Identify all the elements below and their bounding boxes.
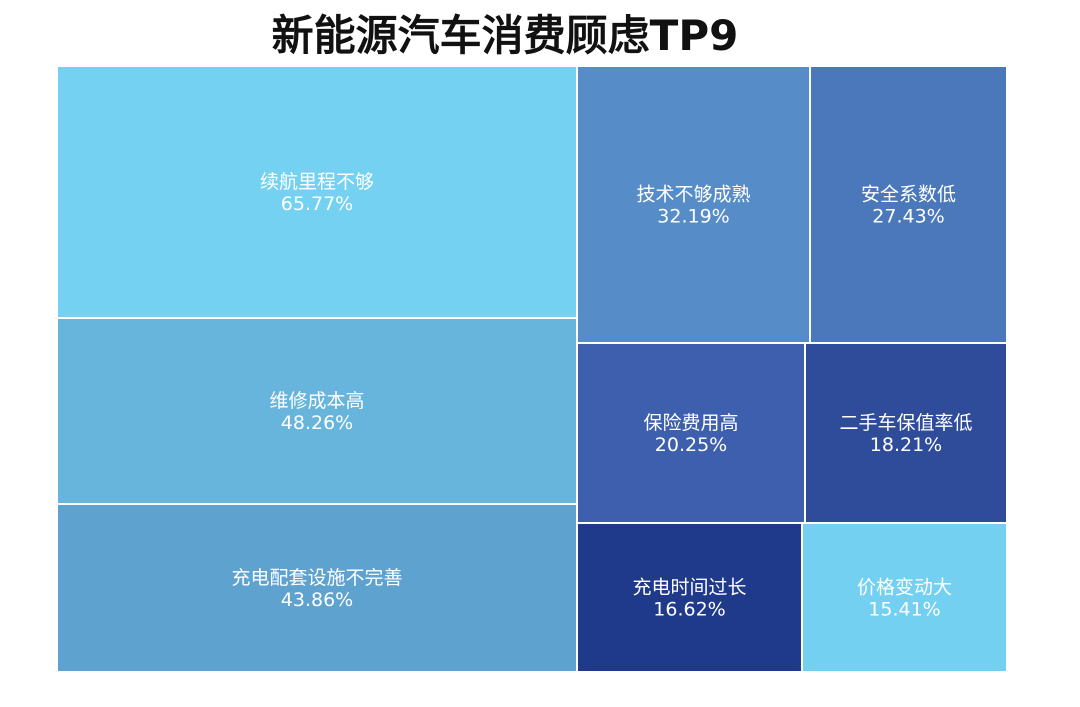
treemap-cell-label: 保险费用高 — [643, 412, 738, 434]
treemap-cell-value: 43.86% — [281, 589, 353, 611]
treemap-cell-label: 安全系数低 — [861, 184, 956, 206]
treemap-cell-label: 二手车保值率低 — [839, 412, 972, 434]
treemap-cell-label: 充电时间过长 — [632, 577, 746, 599]
treemap-cell-label: 维修成本高 — [269, 390, 364, 412]
treemap-cell-value: 18.21% — [870, 434, 942, 456]
treemap-cell-rect — [56, 317, 578, 505]
treemap-cell-label: 续航里程不够 — [260, 171, 374, 193]
chart-title: 新能源汽车消费顾虑TP9 — [271, 11, 739, 60]
treemap-cell-rect — [56, 65, 578, 319]
treemap-cell-rect — [801, 522, 1008, 673]
treemap-cell-value: 32.19% — [657, 206, 729, 228]
treemap-cell-rect — [576, 65, 811, 344]
treemap-cell-value: 48.26% — [281, 412, 353, 434]
treemap-cell-value: 65.77% — [281, 193, 353, 215]
treemap-cell-label: 充电配套设施不完善 — [231, 567, 402, 589]
treemap-cell-rect — [576, 522, 803, 673]
treemap-cell-label: 技术不够成熟 — [636, 184, 750, 206]
treemap-cell-label: 价格变动大 — [857, 577, 952, 599]
treemap-cell-value: 15.41% — [868, 599, 940, 621]
treemap-cell-value: 20.25% — [655, 434, 727, 456]
treemap-cell-rect — [56, 503, 578, 673]
treemap-cell-rect — [804, 342, 1008, 524]
treemap-cell-value: 16.62% — [653, 599, 725, 621]
treemap-cell-value: 27.43% — [872, 206, 944, 228]
